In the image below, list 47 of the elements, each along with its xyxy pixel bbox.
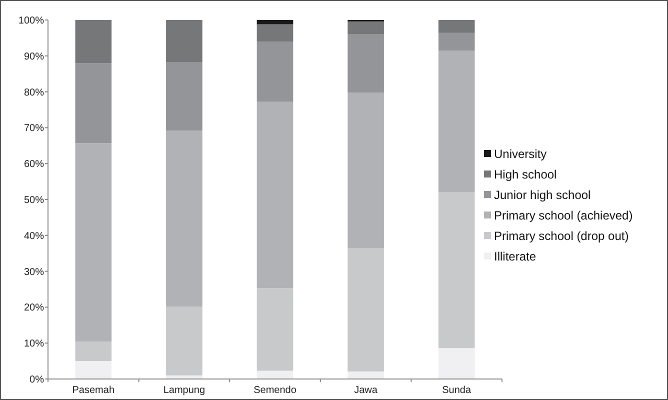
y-tick-label: 40% bbox=[24, 230, 44, 242]
x-tick-label: Lampung bbox=[163, 385, 206, 396]
y-tick-label: 90% bbox=[24, 51, 44, 62]
y-tick-label: 10% bbox=[24, 338, 44, 350]
bar bbox=[438, 348, 475, 379]
bar bbox=[348, 248, 384, 372]
bar bbox=[166, 306, 202, 376]
bar bbox=[438, 32, 475, 51]
bar bbox=[348, 21, 384, 34]
bar bbox=[166, 62, 202, 131]
bar bbox=[75, 143, 112, 342]
bar bbox=[256, 102, 294, 288]
bar bbox=[256, 288, 294, 371]
legend-label: Junior high school bbox=[494, 188, 591, 202]
bar bbox=[256, 370, 294, 379]
bar bbox=[166, 130, 202, 306]
x-tick-label: Pasemah bbox=[72, 385, 115, 396]
bar bbox=[348, 92, 384, 248]
y-tick-label: 70% bbox=[24, 123, 44, 134]
bar bbox=[256, 20, 294, 24]
bar bbox=[438, 50, 475, 192]
y-tick-label: 30% bbox=[24, 266, 44, 278]
bar bbox=[348, 34, 384, 93]
bar bbox=[75, 63, 112, 144]
x-tick-label: Sunda bbox=[442, 385, 472, 396]
bar bbox=[75, 361, 112, 379]
legend-label: Primary school (drop out) bbox=[494, 229, 629, 244]
y-tick-label: 0% bbox=[30, 374, 44, 386]
legend-label: High school bbox=[494, 168, 557, 182]
y-tick-label: 20% bbox=[24, 302, 44, 314]
legend-label: Illiterate bbox=[494, 250, 536, 264]
x-tick-label: Jawa bbox=[354, 385, 378, 396]
bar bbox=[166, 20, 202, 62]
y-tick-label: 60% bbox=[24, 159, 44, 170]
bar bbox=[256, 24, 294, 42]
bar bbox=[75, 20, 112, 64]
bar bbox=[256, 42, 294, 102]
legend-label: University bbox=[494, 147, 547, 162]
bar bbox=[438, 20, 475, 33]
legend-label: Primary school (achieved) bbox=[494, 208, 633, 223]
bar bbox=[348, 371, 384, 379]
y-tick-label: 100% bbox=[18, 16, 44, 26]
y-tick-label: 80% bbox=[24, 87, 44, 98]
bar bbox=[438, 192, 475, 348]
bar bbox=[75, 342, 112, 362]
y-tick-label: 50% bbox=[24, 195, 44, 206]
x-tick-label: Semendo bbox=[254, 385, 297, 396]
